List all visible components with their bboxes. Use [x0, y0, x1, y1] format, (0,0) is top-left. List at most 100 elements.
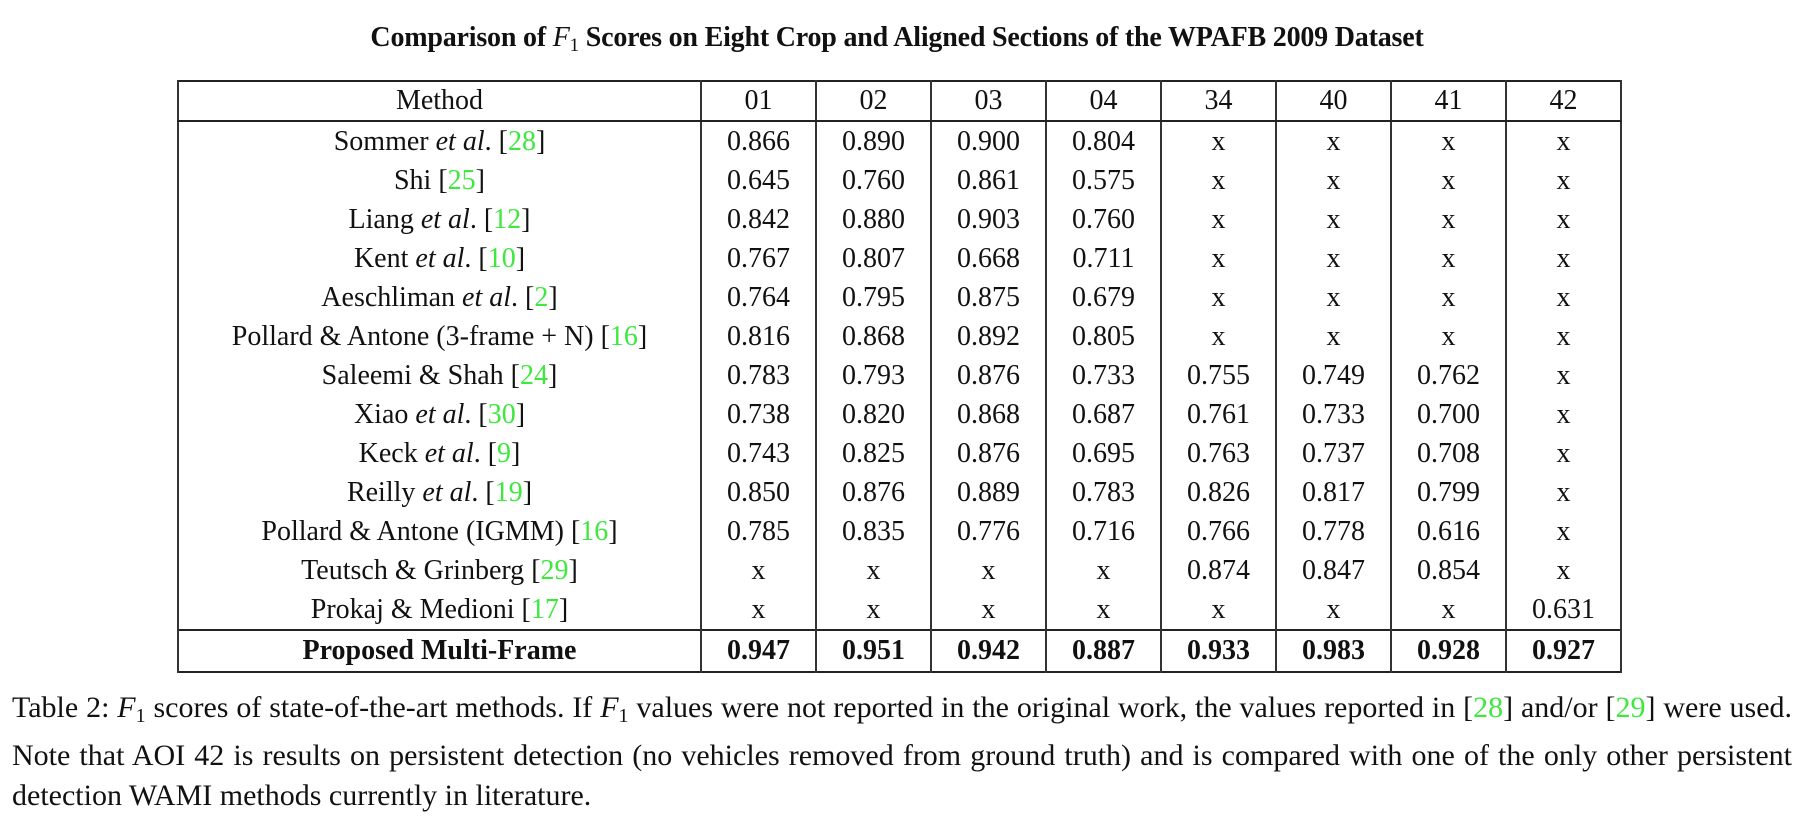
f1-score-cell: 0.761: [1160, 395, 1277, 434]
citation-link[interactable]: 16: [609, 320, 638, 352]
f1-score-cell: 0.785: [700, 512, 817, 551]
f1-score-cell: 0.737: [1275, 434, 1392, 473]
column-header-aoi: 40: [1275, 81, 1392, 122]
f1-score-cell: 0.876: [930, 356, 1047, 395]
abbrev-dot: .: [464, 398, 472, 430]
not-reported-cell: x: [1505, 121, 1622, 161]
method-cell: Teutsch & Grinberg [29]: [177, 551, 702, 590]
method-name: Teutsch & Grinberg: [301, 554, 525, 586]
not-reported-cell: x: [1390, 590, 1507, 630]
f1-score-cell: 0.892: [930, 317, 1047, 356]
caption-text: scores of state-of-the-art methods. If: [145, 691, 601, 724]
f1-score-cell: 0.799: [1390, 473, 1507, 512]
proposed-f1-score-cell: 0.983: [1275, 629, 1392, 672]
method-cell: Pollard & Antone (3-frame + N) [16]: [177, 317, 702, 356]
f1-score-cell: 0.760: [1045, 200, 1162, 239]
citation-link[interactable]: 29: [1615, 691, 1646, 724]
caption-text: values were not reported in the original…: [628, 691, 1464, 724]
method-name: Liang: [348, 203, 414, 235]
abbrev-dot: .: [511, 281, 519, 313]
not-reported-cell: x: [815, 551, 932, 590]
f1-score-cell: 0.733: [1045, 356, 1162, 395]
f1-score-cell: 0.817: [1275, 473, 1392, 512]
not-reported-cell: x: [1390, 200, 1507, 239]
title-f1-symbol: F1: [552, 22, 579, 56]
not-reported-cell: x: [1505, 317, 1622, 356]
not-reported-cell: x: [1160, 317, 1277, 356]
not-reported-cell: x: [1160, 239, 1277, 278]
table-row: Pollard & Antone (3-frame + N) [16] 0.816…: [177, 317, 1622, 356]
f1-score-cell: 0.764: [700, 278, 817, 317]
f1-score-cell: 0.687: [1045, 395, 1162, 434]
not-reported-cell: x: [1505, 278, 1622, 317]
citation-link[interactable]: 28: [507, 125, 536, 157]
method-cell: Aeschliman et al. [2]: [177, 278, 702, 317]
not-reported-cell: x: [1275, 239, 1392, 278]
citation-link[interactable]: 24: [519, 359, 548, 391]
f1-score-cell: 0.695: [1045, 434, 1162, 473]
f1-score-cell: 0.875: [930, 278, 1047, 317]
column-header-aoi: 34: [1160, 81, 1277, 122]
column-header-aoi: 04: [1045, 81, 1162, 122]
f1-score-cell: 0.783: [700, 356, 817, 395]
not-reported-cell: x: [1275, 590, 1392, 630]
f1-score-cell: 0.861: [930, 161, 1047, 200]
table-row: Prokaj & Medioni [17] x x x x x x x 0.631: [177, 590, 1622, 630]
table-title: Comparison of F1 Scores on Eight Crop an…: [0, 18, 1794, 66]
citation-link[interactable]: 16: [580, 515, 609, 547]
method-name: Reilly: [346, 476, 416, 508]
citation-link[interactable]: 10: [487, 242, 516, 274]
not-reported-cell: x: [1160, 200, 1277, 239]
f1-score-cell: 0.826: [1160, 473, 1277, 512]
f1-score-cell: 0.733: [1275, 395, 1392, 434]
table-row: Xiao et al. [30] 0.738 0.820 0.868 0.687 0.76…: [177, 395, 1622, 434]
f1-score-cell: 0.900: [930, 121, 1047, 161]
method-name: Xiao: [353, 398, 409, 430]
column-header-aoi: 42: [1505, 81, 1622, 122]
citation-link[interactable]: 28: [1473, 691, 1504, 724]
math-variable: F: [600, 691, 619, 724]
proposed-f1-score-cell: 0.933: [1160, 629, 1277, 672]
f1-score-cell: 0.716: [1045, 512, 1162, 551]
column-header-aoi: 02: [815, 81, 932, 122]
citation-link[interactable]: 12: [493, 203, 522, 235]
citation-link[interactable]: 25: [447, 164, 476, 196]
f1-score-cell: 0.850: [700, 473, 817, 512]
caption-text: were used. Note that AOI 42 is results o…: [12, 691, 1793, 812]
not-reported-cell: x: [1160, 121, 1277, 161]
f1-score-cell: 0.890: [815, 121, 932, 161]
f1-score-cell: 0.868: [930, 395, 1047, 434]
not-reported-cell: x: [700, 551, 817, 590]
not-reported-cell: x: [1505, 434, 1622, 473]
proposed-f1-score-cell: 0.947: [700, 629, 817, 672]
proposed-f1-score-cell: 0.927: [1505, 629, 1622, 672]
not-reported-cell: x: [1390, 278, 1507, 317]
not-reported-cell: x: [1160, 161, 1277, 200]
f1-score-cell: 0.807: [815, 239, 932, 278]
f1-score-cell: 0.825: [815, 434, 932, 473]
citation-link[interactable]: 19: [494, 476, 523, 508]
table-row: Kent et al. [10] 0.767 0.807 0.668 0.711 x x x x: [177, 239, 1622, 278]
citation-link[interactable]: 29: [540, 554, 569, 586]
f1-score-cell: 0.616: [1390, 512, 1507, 551]
column-header-aoi: 03: [930, 81, 1047, 122]
citation-link[interactable]: 17: [530, 593, 559, 625]
not-reported-cell: x: [1390, 121, 1507, 161]
f1-score-cell: 0.755: [1160, 356, 1277, 395]
abbrev-dot: .: [484, 125, 492, 157]
f1-score-cell: 0.767: [700, 239, 817, 278]
title-suffix: Scores on Eight Crop and Aligned Section…: [578, 22, 1424, 53]
not-reported-cell: x: [930, 590, 1047, 630]
citation-link[interactable]: 2: [534, 281, 549, 313]
proposed-method-name: Proposed Multi-Frame: [177, 629, 702, 672]
f1-score-cell: 0.738: [700, 395, 817, 434]
et-al-text: et al: [415, 398, 465, 430]
f1-score-cell: 0.762: [1390, 356, 1507, 395]
abbrev-dot: .: [471, 476, 479, 508]
f1-score-cell: 0.880: [815, 200, 932, 239]
caption-text: and/or: [1513, 691, 1606, 724]
citation-link[interactable]: 9: [497, 437, 512, 469]
citation-link[interactable]: 30: [487, 398, 516, 430]
math-variable: F: [552, 22, 570, 53]
f1-score-cell: 0.645: [700, 161, 817, 200]
